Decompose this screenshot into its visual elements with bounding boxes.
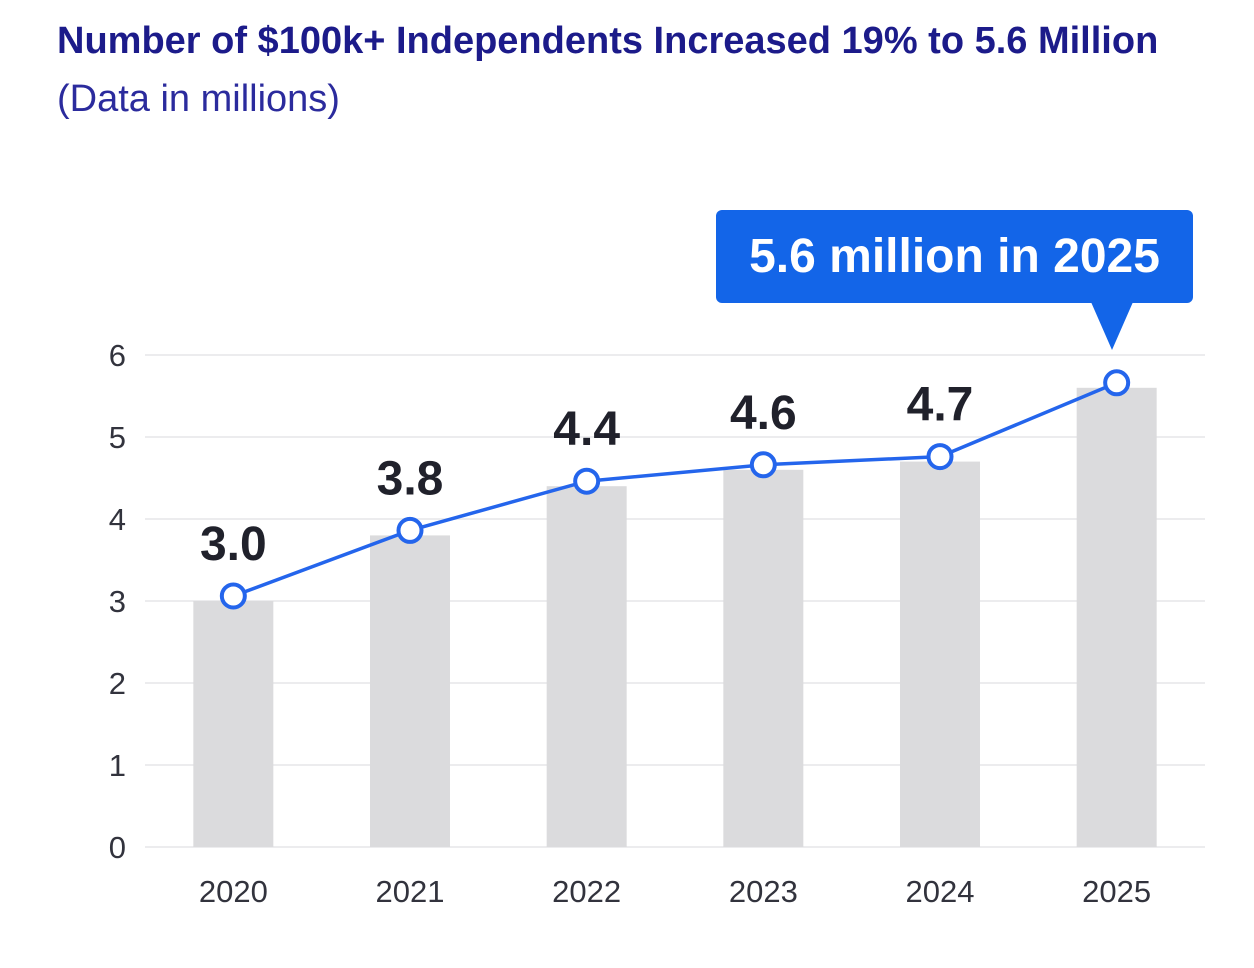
bar [723,469,804,847]
data-point-label: 4.7 [907,379,974,432]
data-point-label: 3.8 [377,452,444,505]
y-axis-tick-label: 1 [109,748,126,783]
callout-pointer-icon [1091,302,1133,350]
bar [900,461,980,847]
x-axis-label: 2023 [729,874,798,909]
data-point-marker [749,451,777,479]
data-point-label: 4.6 [730,387,797,440]
data-point-marker [573,467,601,495]
x-axis-label: 2025 [1082,874,1151,909]
x-axis-label: 2024 [906,874,975,909]
y-axis-tick-label: 2 [109,666,126,701]
bar [370,535,450,847]
callout-annotation: 5.6 million in 2025 [716,210,1193,350]
x-axis-label: 2020 [199,874,268,909]
y-axis-tick-label: 3 [109,584,126,619]
data-point-label: 4.4 [553,403,620,456]
x-axis-label: 2022 [552,874,621,909]
y-axis-tick-label: 4 [109,502,126,537]
chart-subtitle: (Data in millions) [57,78,340,120]
data-point-marker [219,582,247,610]
data-point-marker [1103,369,1131,397]
data-point-label: 3.0 [200,518,267,571]
y-axis-tick-label: 5 [109,420,126,455]
x-axis-label: 2021 [376,874,445,909]
data-point-marker [926,443,954,471]
callout-text: 5.6 million in 2025 [749,230,1160,283]
page-title: Number of $100k+ Independents Increased … [57,20,1159,62]
bar [1076,387,1157,847]
y-axis-tick-label: 0 [109,830,126,865]
bar [546,486,627,847]
bar [193,601,274,847]
data-point-marker [396,516,424,544]
trend-line [232,381,1118,598]
y-axis-tick-label: 6 [109,338,126,373]
